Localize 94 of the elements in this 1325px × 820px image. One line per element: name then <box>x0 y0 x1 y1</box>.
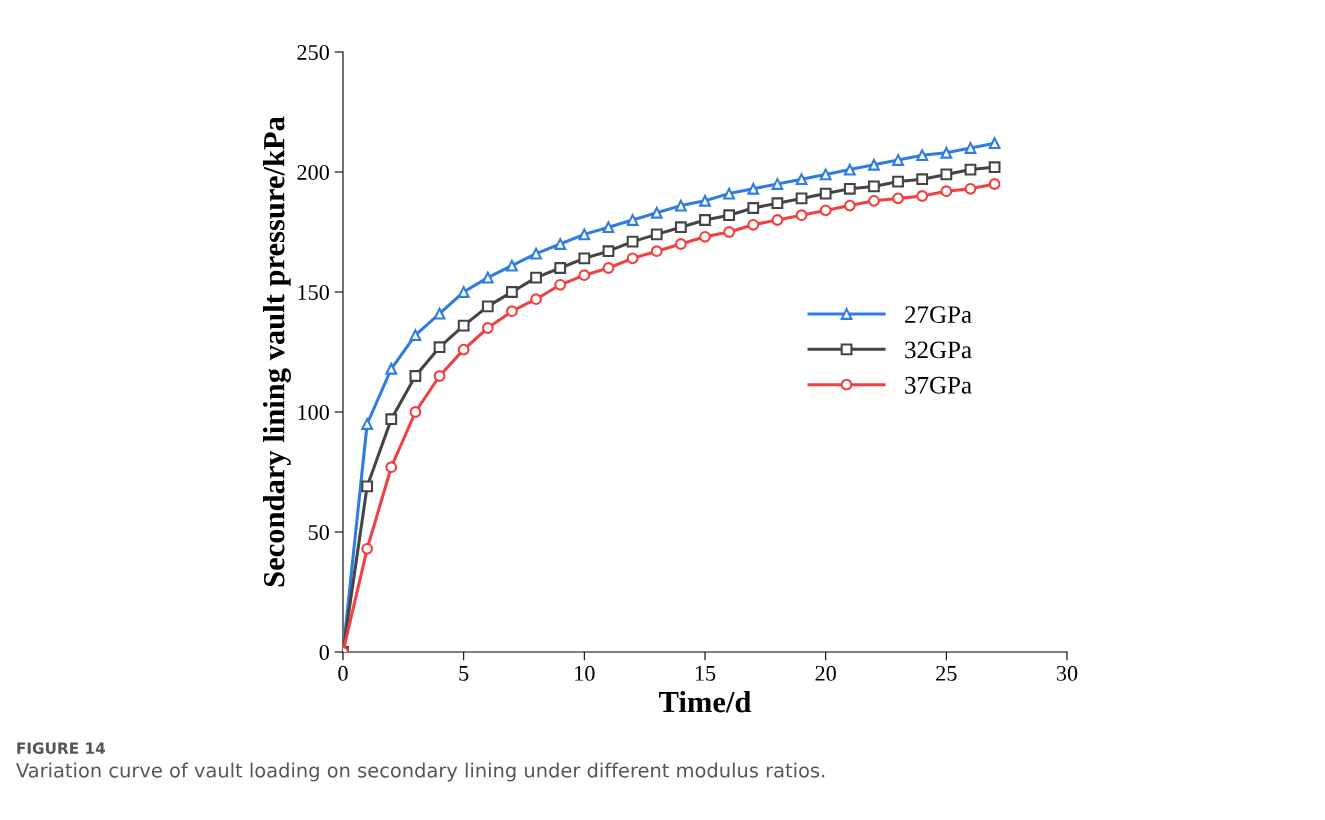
point <box>530 271 542 284</box>
point <box>988 178 1001 190</box>
point <box>674 238 687 250</box>
point <box>771 214 784 226</box>
point <box>916 173 929 186</box>
point <box>554 262 567 274</box>
point <box>506 286 518 298</box>
point <box>530 293 542 306</box>
point <box>409 406 422 418</box>
point <box>819 204 832 217</box>
point <box>674 221 687 234</box>
point <box>843 163 856 176</box>
point <box>723 209 736 222</box>
point <box>650 245 663 258</box>
point <box>940 185 953 198</box>
point <box>385 413 398 426</box>
point <box>602 262 615 274</box>
y-tick-label: 100 <box>298 404 329 420</box>
point <box>795 173 808 186</box>
text: Variation curve of vault loading on secondary lining under different modulus ratios. <box>16 762 825 782</box>
point <box>699 214 711 226</box>
point <box>361 480 374 493</box>
point <box>747 218 760 231</box>
point <box>626 235 639 248</box>
point <box>964 182 977 195</box>
x-axis-title: Time/d <box>659 690 752 713</box>
point <box>385 362 398 375</box>
point <box>819 187 832 200</box>
point <box>674 199 687 212</box>
point <box>578 269 591 282</box>
point <box>650 228 663 241</box>
y-tick-label: 250 <box>297 44 329 60</box>
point <box>892 175 904 188</box>
point <box>433 341 446 354</box>
x-tick-label: 20 <box>815 665 836 681</box>
y-tick-label: 50 <box>308 524 329 540</box>
point <box>650 206 663 219</box>
caption: FIGURE 14 <box>17 742 106 754</box>
point <box>747 182 760 195</box>
point <box>843 182 856 195</box>
point <box>916 190 929 202</box>
point <box>723 187 736 200</box>
x-tick-label: 25 <box>936 665 957 681</box>
x-tick-label: 5 <box>459 666 469 681</box>
x-tick-label: 30 <box>1056 665 1078 681</box>
point <box>699 194 711 207</box>
point <box>723 226 736 238</box>
point <box>988 161 1001 174</box>
y-tick-label: 200 <box>297 164 329 180</box>
point <box>530 247 542 260</box>
y-tick-label: 150 <box>298 284 329 300</box>
point <box>506 305 518 318</box>
point <box>578 252 591 265</box>
x-tick-label: 10 <box>575 665 595 681</box>
x-tick-label: 0 <box>338 665 348 681</box>
point <box>409 329 422 342</box>
legend-label: 37GPa <box>905 376 972 394</box>
point <box>457 343 470 356</box>
x-tick-label: 15 <box>695 665 716 681</box>
point <box>771 197 784 210</box>
point <box>433 307 446 320</box>
point <box>699 230 711 243</box>
point <box>361 542 374 555</box>
point <box>916 149 929 162</box>
point <box>940 168 953 181</box>
point <box>747 202 760 214</box>
point <box>578 228 591 241</box>
point <box>385 461 398 474</box>
point <box>819 168 832 181</box>
point <box>409 370 422 382</box>
point <box>964 163 977 176</box>
point <box>868 180 880 193</box>
point <box>506 259 518 272</box>
point <box>481 300 494 313</box>
point <box>795 192 808 205</box>
point <box>868 194 880 207</box>
point <box>626 252 639 265</box>
point <box>433 370 446 382</box>
point <box>940 146 953 159</box>
y-axis-title: Secondary lining vault pressure/kPa <box>262 116 291 587</box>
point <box>481 271 494 284</box>
point <box>892 192 904 205</box>
point <box>843 199 856 212</box>
point <box>602 221 615 234</box>
point <box>868 158 880 171</box>
y-tick-label: 0 <box>319 644 329 660</box>
point <box>554 278 567 291</box>
point <box>481 322 494 334</box>
legend-label: 32GPa <box>905 341 972 359</box>
point <box>602 245 615 258</box>
legend-label: 27GPa <box>905 306 972 324</box>
point <box>457 319 470 332</box>
point <box>795 209 808 222</box>
point <box>988 137 1001 150</box>
